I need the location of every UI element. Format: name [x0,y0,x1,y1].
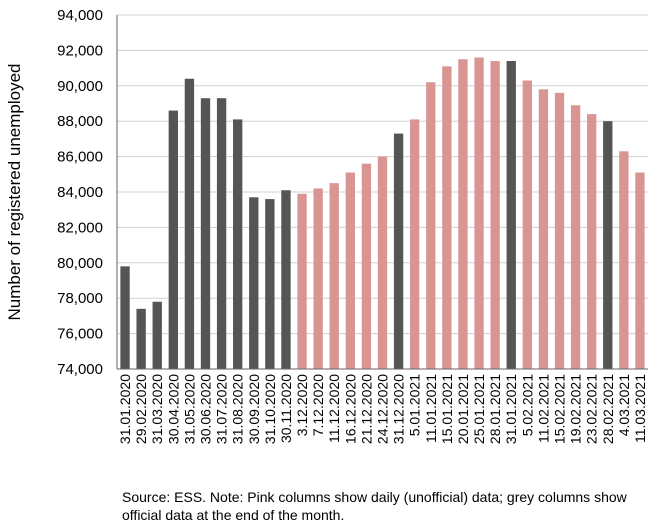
bar-chart: 74,000 76,000 78,000 80,000 82,000 84,000 86,0… [5,7,648,444]
bar-official [184,78,195,369]
x-tick-labels: 31.01.2020 29.02.2020 31.03.2020 30.04.2020… [117,374,648,444]
x-tick-label: 30.11.2020 [278,374,294,443]
bar-official [216,98,227,369]
bar-official [249,197,259,369]
x-tick-label: 16.12.2020 [342,374,358,444]
bar-daily [442,66,452,369]
bar-daily [570,105,581,370]
x-tick-label: 30.04.2020 [165,374,181,444]
bar-daily [587,114,597,370]
bar-daily [474,57,484,369]
y-tick-label: 92,000 [57,42,103,59]
bar-daily [410,119,420,370]
bar-daily [361,163,372,369]
x-tick-label: 31.12.2020 [391,374,407,444]
bar-official [393,133,404,369]
x-tick-label: 11.03.2021 [632,374,648,443]
y-tick-label: 86,000 [57,149,103,166]
axes [116,15,648,370]
y-tick-label: 74,000 [57,361,103,378]
x-tick-label: 7.12.2020 [310,374,326,436]
x-tick-label: 28.01.2021 [487,374,503,444]
y-tick-labels: 74,000 76,000 78,000 80,000 82,000 84,000 86,0… [57,7,103,378]
x-tick-label: 28.02.2021 [600,374,616,444]
y-tick-label: 76,000 [57,326,103,343]
bar-official [120,266,130,369]
bar-daily [619,151,629,369]
x-tick-label: 31.01.2020 [117,374,133,444]
x-tick-label: 3.12.2020 [294,374,310,436]
bar-daily [522,80,532,370]
x-tick-label: 31.05.2020 [181,374,197,444]
bar-official [265,199,275,369]
x-tick-label: 15.02.2021 [552,374,568,444]
y-tick-label: 82,000 [57,219,103,236]
x-tick-label: 19.02.2021 [568,374,584,444]
bar-daily [377,156,388,369]
x-tick-label: 11.02.2021 [535,374,551,443]
bar-daily [554,92,565,369]
x-tick-label: 5.02.2021 [519,374,535,436]
x-tick-label: 20.01.2021 [455,374,471,444]
x-tick-label: 24.12.2020 [375,374,391,444]
x-tick-label: 5.01.2021 [407,374,423,436]
x-tick-label: 31.01.2021 [503,374,519,444]
x-tick-label: 31.10.2020 [262,374,278,444]
x-tick-label: 11.12.2020 [326,374,342,443]
bar-official [233,119,243,370]
bar-official [603,121,613,369]
bar-daily [329,183,339,369]
y-tick-label: 88,000 [57,113,103,130]
x-tick-label: 4.03.2021 [616,374,632,436]
x-tick-label: 23.02.2021 [584,374,600,444]
x-tick-label: 11.01.2021 [423,374,439,443]
bar-daily [345,172,355,369]
bar-official [168,110,178,369]
x-tick-label: 31.07.2020 [214,374,230,444]
source-note: Source: ESS. Note: Pink columns show dai… [122,489,627,523]
bar-official [200,98,211,369]
bar-daily [635,172,645,369]
x-tick-label: 25.01.2021 [471,374,487,444]
x-tick-label: 21.12.2020 [358,374,374,444]
bar-daily [538,89,549,369]
bar-daily [297,193,307,369]
bars [120,57,645,370]
x-tick-label: 30.06.2020 [198,374,214,444]
bar-daily [458,59,468,369]
bar-official [152,301,162,369]
x-tick-label: 31.03.2020 [149,374,165,444]
bar-daily [490,61,500,370]
bar-daily [313,188,323,369]
x-tick-label: 31.08.2020 [230,374,246,444]
y-tick-label: 94,000 [57,7,103,24]
bar-official [136,308,146,369]
y-tick-label: 80,000 [57,255,103,272]
y-tick-label: 78,000 [57,290,103,307]
bar-official [281,190,291,369]
x-tick-label: 15.01.2021 [439,374,455,444]
y-tick-label: 90,000 [57,78,103,95]
bar-official [506,61,516,370]
y-tick-label: 84,000 [57,184,103,201]
y-axis-label: Number of registered unemployed [5,63,24,320]
bar-daily [426,82,436,369]
x-tick-label: 30.09.2020 [246,374,262,444]
x-tick-label: 29.02.2020 [133,374,149,444]
